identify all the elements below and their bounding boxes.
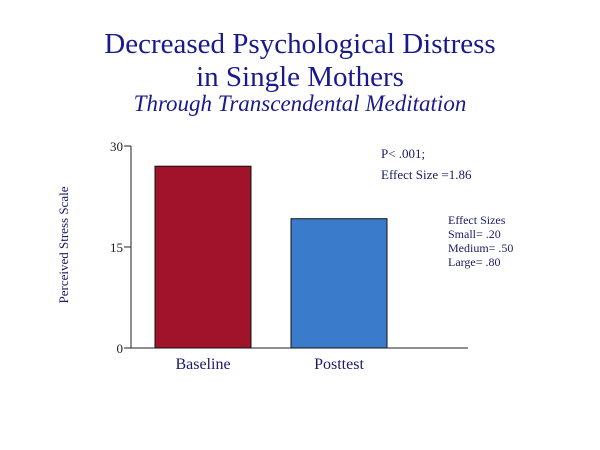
- y-axis-label: Perceived Stress Scale: [56, 186, 71, 303]
- effect-size-text: Effect Size =1.86: [381, 167, 472, 182]
- effect-size-medium: Medium= .50: [448, 241, 514, 255]
- y-tick-label: 30: [110, 139, 123, 154]
- effect-size-small: Small= .20: [448, 227, 501, 241]
- x-category-label: Posttest: [314, 356, 364, 373]
- effect-size-large: Large= .80: [448, 255, 501, 269]
- y-tick-label: 0: [117, 341, 124, 356]
- y-tick-label: 15: [110, 240, 123, 255]
- chart-subtitle: Through Transcendental Meditation: [133, 91, 467, 116]
- bar-posttest: [290, 218, 388, 349]
- effect-sizes-heading: Effect Sizes: [448, 213, 506, 227]
- chart-title-line2: in Single Mothers: [196, 61, 404, 93]
- effect-sizes-legend: Effect Sizes Small= .20 Medium= .50 Larg…: [448, 213, 513, 269]
- bar-baseline: [154, 165, 252, 349]
- x-category-label: Baseline: [175, 356, 230, 373]
- chart-title-line1: Decreased Psychological Distress: [104, 28, 496, 60]
- p-value-text: P< .001;: [381, 146, 426, 161]
